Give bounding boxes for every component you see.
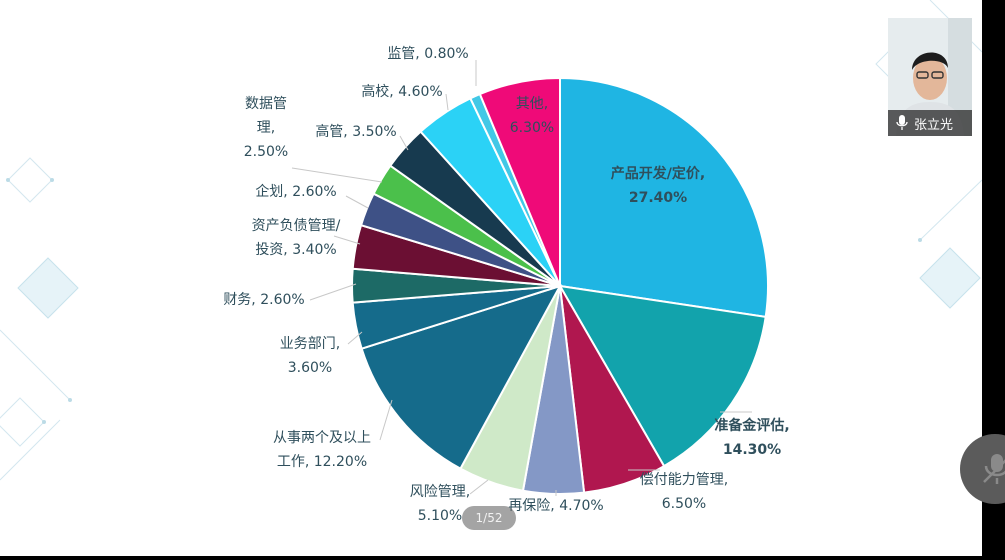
slice-label-line: 高校, 4.60% <box>361 83 442 100</box>
participant-name-bar: 张立光 <box>888 110 972 136</box>
slice-label-1: 准备金评估, 14.30% <box>714 417 789 458</box>
slice-label-line: 产品开发/定价, <box>611 165 705 182</box>
slice-label-10: 数据管理, 2.50% <box>244 96 288 160</box>
pie-slice-14 <box>478 76 561 287</box>
slice-label-11: 高管, 3.50% <box>315 123 396 140</box>
slice-label-12: 高校, 4.60% <box>361 83 442 100</box>
slice-label-6: 业务部门, 3.60% <box>280 336 340 376</box>
slice-label-line: 监管, 0.80% <box>387 46 468 62</box>
slice-label-line: 企划, 2.60% <box>255 183 336 200</box>
leader-line-8 <box>333 235 361 245</box>
slice-label-5: 从事两个及以上工作, 12.20% <box>273 430 371 470</box>
slice-label-line: 其他, <box>516 96 548 112</box>
slice-label-line: 2.50% <box>244 144 288 160</box>
pie-slices <box>351 76 769 495</box>
leader-line-12 <box>445 93 449 111</box>
participant-video-tile[interactable]: 张立光 <box>888 18 972 136</box>
slice-label-line: 27.40% <box>629 190 687 206</box>
slice-label-4: 风险管理, 5.10% <box>410 484 470 524</box>
slice-label-line: 业务部门, <box>280 336 340 352</box>
leader-lines <box>291 60 752 496</box>
slice-label-line: 资产负债管理/ <box>252 218 341 234</box>
leader-line-9 <box>345 195 369 209</box>
pie-slice-1 <box>558 284 767 468</box>
slice-label-8: 资产负债管理/投资, 3.40% <box>252 218 341 258</box>
slice-label-line: 理, <box>257 120 275 136</box>
pie-slice-5 <box>360 284 563 470</box>
pie-slice-0 <box>559 76 769 319</box>
leader-line-10 <box>291 167 383 183</box>
participant-name: 张立光 <box>914 118 954 133</box>
muted-microphone-icon <box>983 454 1005 484</box>
leader-line-4 <box>469 479 489 495</box>
slice-label-0: 产品开发/定价, 27.40% <box>611 165 705 206</box>
slice-label-7: 财务, 2.60% <box>223 292 304 308</box>
slide-counter[interactable]: 1/52 <box>462 506 516 530</box>
slice-label-line: 工作, 12.20% <box>277 454 367 470</box>
slide-decoration <box>0 0 982 481</box>
slice-label-line: 6.30% <box>510 120 554 136</box>
microphone-icon[interactable] <box>896 115 908 131</box>
slice-label-line: 准备金评估, <box>714 417 789 434</box>
leader-line-7 <box>309 283 357 301</box>
slice-label-line: 14.30% <box>723 442 781 458</box>
slice-label-line: 财务, 2.60% <box>223 292 304 308</box>
slice-label-9: 企划, 2.60% <box>255 183 336 200</box>
slice-label-line: 高管, 3.50% <box>315 123 396 140</box>
slice-label-3: 再保险, 4.70% <box>508 498 603 514</box>
slice-label-2: 偿付能力管理, 6.50% <box>640 472 728 512</box>
slice-label-line: 偿付能力管理, <box>640 472 728 488</box>
slice-label-line: 数据管 <box>245 96 287 112</box>
pie-chart: 产品开发/定价, 27.40% 准备金评估, 14.30% 偿付能力管理, 6.50% 再保… <box>223 46 789 524</box>
leader-line-5 <box>379 399 393 441</box>
slice-label-14: 其他, 6.30% <box>510 96 554 136</box>
slice-label-13: 监管, 0.80% <box>387 46 468 62</box>
slice-labels: 产品开发/定价, 27.40% 准备金评估, 14.30% 偿付能力管理, 6.50% 再保… <box>223 46 789 524</box>
leader-line-11 <box>399 135 409 151</box>
slice-label-line: 风险管理, <box>410 484 470 500</box>
slice-label-line: 从事两个及以上 <box>273 430 371 446</box>
slice-label-line: 5.10% <box>418 508 462 524</box>
leader-line-6 <box>347 331 363 345</box>
slice-label-line: 6.50% <box>662 496 706 512</box>
slice-label-line: 3.60% <box>288 360 332 376</box>
slice-label-line: 再保险, 4.70% <box>508 498 603 514</box>
slice-label-line: 投资, 3.40% <box>255 242 336 258</box>
presentation-slide: 产品开发/定价, 27.40% 准备金评估, 14.30% 偿付能力管理, 6.50% 再保… <box>0 0 982 556</box>
